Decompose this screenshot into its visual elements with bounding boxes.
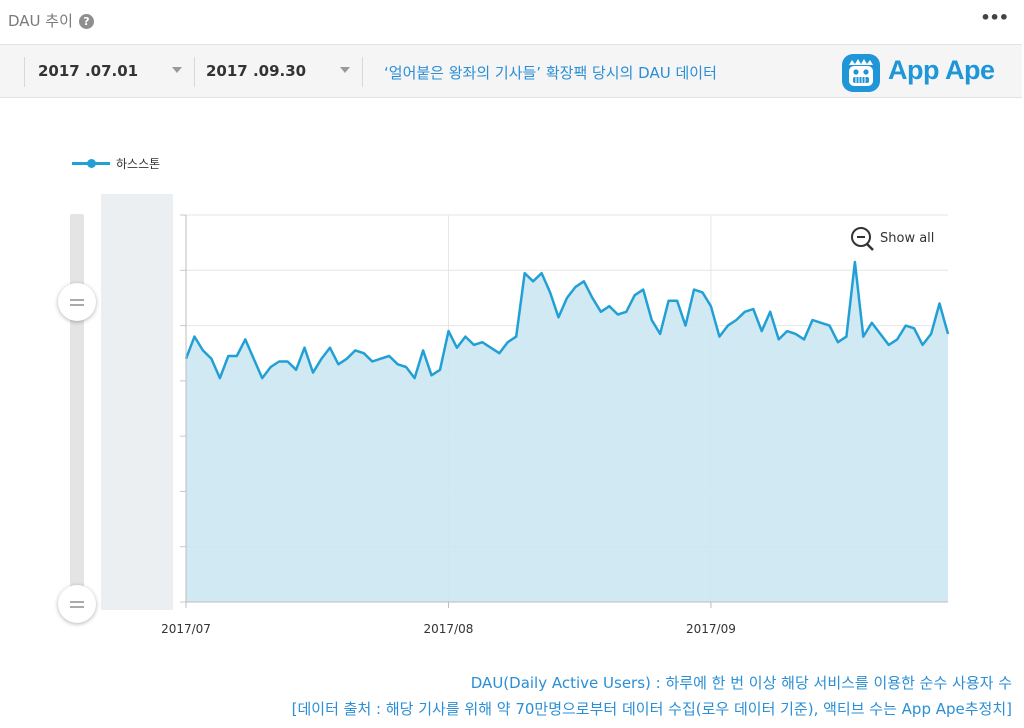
chevron-down-icon[interactable]: [340, 67, 350, 73]
start-date-select[interactable]: 2017 .07.01: [38, 62, 139, 80]
series-area: [186, 262, 948, 602]
chart-headline: ‘얼어붙은 왕좌의 기사들’ 확장팩 당시의 DAU 데이터: [384, 64, 717, 82]
more-dots-icon[interactable]: •••: [980, 8, 1009, 27]
divider: [24, 57, 25, 87]
navigator-pane: [101, 194, 173, 610]
page-title-text: DAU 추이: [8, 12, 73, 30]
series-line: [184, 260, 950, 380]
divider: [194, 57, 195, 87]
brand-name: App Ape: [888, 55, 995, 85]
footer-definition: DAU(Daily Active Users) : 하루에 한 번 이상 해당 …: [470, 674, 1012, 692]
x-tick-label: 2017/09: [686, 622, 736, 636]
legend-label: 하스스톤: [116, 157, 161, 171]
page-title: DAU 추이?: [8, 10, 94, 31]
divider: [362, 57, 363, 87]
x-tick-label: 2017/07: [161, 622, 211, 636]
top-bar: DAU 추이? •••: [0, 0, 1024, 44]
app-ape-logo: App Ape: [840, 51, 1020, 95]
question-circle-icon[interactable]: ?: [78, 14, 94, 29]
x-tick-label: 2017/08: [424, 622, 474, 636]
zoom-out-handle: [866, 243, 874, 251]
range-slider-bottom-handle[interactable]: [58, 585, 96, 623]
chevron-down-icon[interactable]: [172, 67, 182, 73]
footer-source: [데이터 출처 : 해당 기사를 위해 약 70만명으로부터 데이터 수집(로우…: [291, 700, 1012, 718]
x-axis: 2017/07 2017/08 2017/09: [161, 215, 948, 636]
filter-bar: 2017 .07.01 2017 .09.30 ‘얼어붙은 왕좌의 기사들’ 확…: [0, 44, 1022, 98]
end-date-select[interactable]: 2017 .09.30: [206, 62, 307, 80]
legend-marker: [87, 159, 96, 168]
show-all-button[interactable]: Show all: [880, 231, 934, 246]
range-slider-top-handle[interactable]: [58, 283, 96, 321]
zoom-out-icon[interactable]: [851, 227, 871, 247]
show-all-control[interactable]: Show all: [851, 227, 934, 251]
ape-face-icon: [842, 54, 880, 92]
